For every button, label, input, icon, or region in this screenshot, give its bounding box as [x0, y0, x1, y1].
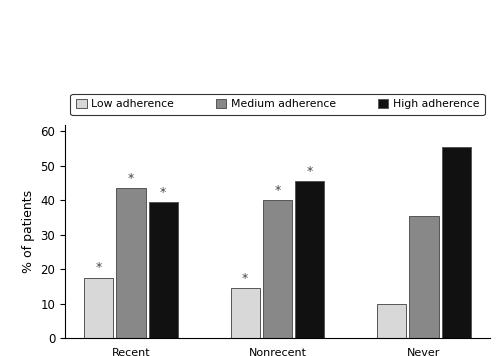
Text: *: * — [306, 165, 313, 178]
Bar — [295, 182, 324, 338]
Bar — [148, 202, 178, 338]
Bar — [263, 200, 292, 338]
Text: *: * — [274, 184, 280, 197]
Bar — [410, 216, 438, 338]
Y-axis label: % of patients: % of patients — [22, 190, 35, 273]
Text: *: * — [128, 172, 134, 185]
Bar — [442, 147, 471, 338]
Text: *: * — [96, 261, 102, 274]
Bar — [116, 188, 146, 338]
Text: *: * — [160, 186, 166, 199]
Bar — [84, 278, 114, 338]
Text: *: * — [242, 272, 248, 285]
Bar — [230, 288, 260, 338]
Bar — [377, 304, 406, 338]
Legend: Low adherence, Medium adherence, High adherence: Low adherence, Medium adherence, High ad… — [70, 94, 484, 115]
